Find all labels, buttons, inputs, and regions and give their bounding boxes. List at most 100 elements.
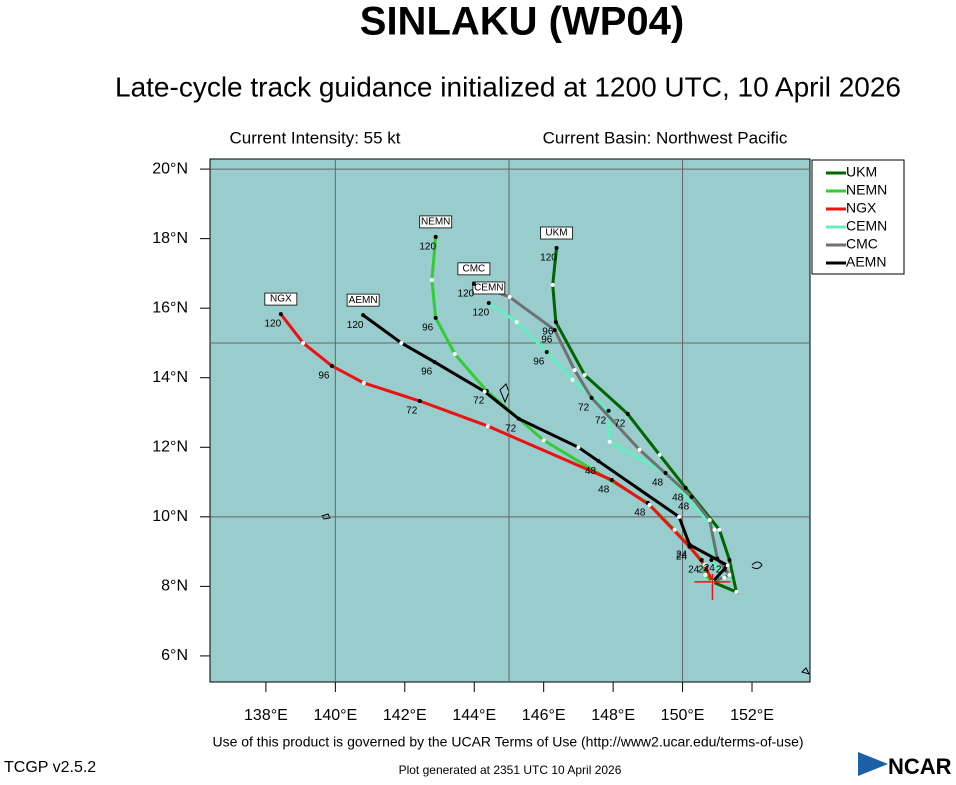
x-tick-label: 148°E (591, 707, 635, 724)
island (751, 561, 763, 570)
hour-label: 24 (698, 565, 710, 576)
hour-label: 72 (406, 406, 418, 417)
hour-label: 120 (347, 320, 364, 331)
track-point (482, 389, 487, 394)
name-box (540, 226, 573, 240)
legend-label: UKM (846, 164, 877, 180)
hour-label: 48 (585, 466, 597, 477)
track-point (683, 485, 688, 490)
track-point (609, 477, 614, 482)
legend (811, 159, 905, 275)
hour-label: 96 (541, 335, 553, 346)
track-point (544, 349, 549, 354)
hour-label: 24 (676, 549, 688, 560)
logo-text: NCAR (888, 754, 952, 779)
hour-label: 120 (458, 288, 475, 299)
track-point (717, 527, 722, 532)
legend-label: AEMN (846, 254, 886, 270)
track-point (607, 439, 612, 444)
hour-label: 96 (533, 357, 545, 368)
x-tick-label: 150°E (661, 707, 705, 724)
track-point (514, 320, 519, 325)
hour-label: 72 (595, 415, 607, 426)
hour-label: 72 (578, 403, 590, 414)
version: TCGP v2.5.2 (4, 759, 96, 776)
name-box (457, 262, 491, 276)
track-point (672, 527, 677, 532)
track-point (689, 495, 694, 500)
hour-label: 96 (542, 327, 554, 338)
track-point (596, 459, 601, 464)
name-box (346, 293, 380, 307)
track-point (727, 557, 732, 562)
track-point (702, 562, 707, 567)
logo-mark (858, 752, 888, 776)
track-point (550, 282, 555, 287)
y-tick-label: 14°N (152, 369, 188, 386)
track-point (589, 395, 594, 400)
track-point (429, 278, 434, 283)
hour-label: 120 (264, 319, 281, 330)
name-label: CMC (462, 263, 485, 274)
track-point (432, 360, 437, 365)
track-point (433, 234, 438, 239)
name-box (264, 292, 298, 306)
track-point (485, 424, 490, 429)
hour-label: 48 (678, 502, 690, 513)
legend-label: NEMN (846, 182, 887, 198)
y-tick-label: 18°N (152, 230, 188, 247)
hour-label: 120 (472, 308, 489, 319)
track-point (576, 445, 581, 450)
hour-label: 48 (634, 508, 646, 519)
track-point (657, 452, 662, 457)
track-point (677, 514, 682, 519)
y-tick-label: 12°N (152, 438, 188, 455)
chart-subtitle: Late-cycle track guidance initialized at… (115, 71, 901, 102)
track-point (301, 340, 306, 345)
hour-label: 96 (422, 323, 434, 334)
hour-label: 24 (676, 551, 688, 562)
hour-label: 72 (505, 423, 517, 434)
x-tick-label: 144°E (452, 707, 496, 724)
hour-label: 72 (614, 419, 626, 430)
track-point (582, 372, 587, 377)
track-point (554, 246, 559, 251)
terms: Use of this product is governed by the U… (212, 734, 803, 750)
current-position (694, 573, 731, 600)
chart-title: SINLAKU (WP04) (360, 0, 684, 44)
hour-label: 96 (421, 367, 433, 378)
track-point (687, 542, 692, 547)
name-label: NEMN (421, 217, 450, 228)
basin: Current Basin: Northwest Pacific (543, 128, 788, 147)
name-label: UKM (545, 228, 567, 239)
legend-label: CMC (846, 236, 878, 252)
track-point (552, 328, 557, 333)
logo: NCAR (858, 752, 952, 779)
y-tick-label: 8°N (161, 578, 188, 595)
track-point (553, 320, 558, 325)
track-point (572, 368, 577, 373)
x-tick-label: 142°E (383, 707, 427, 724)
hour-label: 120 (540, 253, 557, 264)
legend-label: NGX (846, 200, 877, 216)
hour-label: 48 (652, 478, 664, 489)
hour-label: 120 (419, 242, 436, 253)
track-point (399, 340, 404, 345)
track-point (433, 315, 438, 320)
x-tick-label: 140°E (313, 707, 357, 724)
track-point (715, 556, 720, 561)
track-point (516, 416, 521, 421)
track-point (361, 313, 366, 318)
track-point (725, 563, 730, 568)
track-point (709, 557, 714, 562)
track-point (606, 408, 611, 413)
hour-label: 96 (318, 371, 330, 382)
track-point (727, 572, 732, 577)
track-point (486, 300, 491, 305)
y-tick-label: 6°N (161, 647, 188, 664)
intensity: Current Intensity: 55 kt (229, 128, 400, 147)
track-point (329, 363, 334, 368)
track-point (541, 438, 546, 443)
y-tick-label: 10°N (152, 508, 188, 525)
